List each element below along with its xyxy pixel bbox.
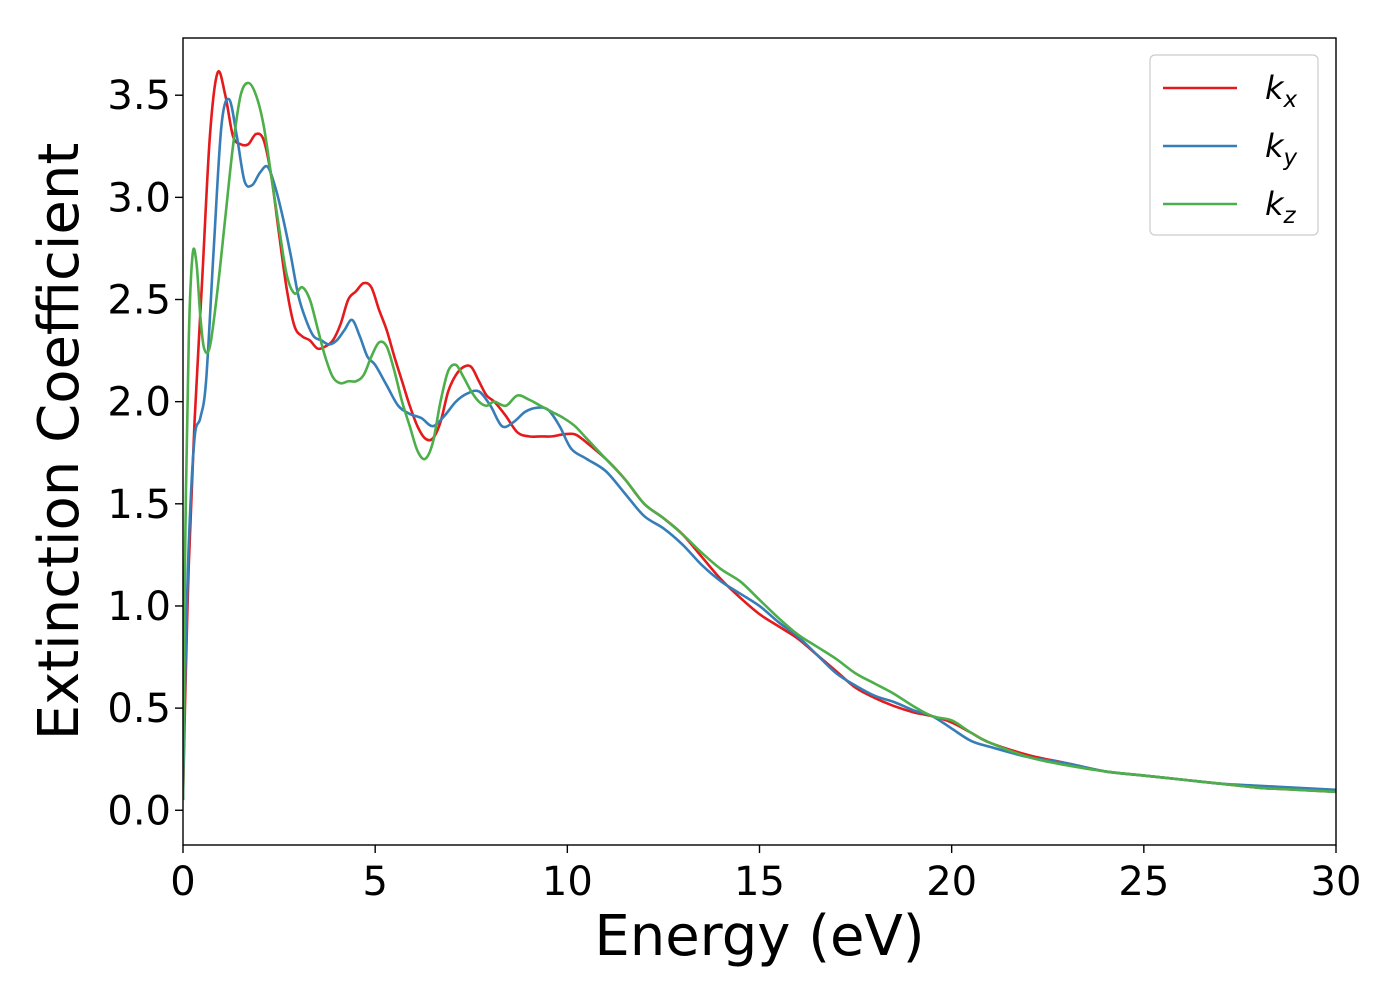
series-line-z [183, 81, 1336, 801]
y-tick-label: 3.5 [107, 73, 171, 119]
legend-label-x: kx [1265, 69, 1298, 113]
y-tick-label: 3.0 [107, 175, 171, 221]
legend-label-z: kz [1265, 185, 1297, 229]
x-axis-title: Energy (eV) [594, 904, 924, 969]
legend-label-y: ky [1265, 127, 1298, 171]
x-tick-label: 5 [362, 859, 387, 905]
x-tick-label: 20 [926, 859, 977, 905]
x-tick-label: 10 [542, 859, 593, 905]
x-axis: 0 5 10 15 20 25 30 [170, 845, 1361, 905]
y-axis: 0.0 0.5 1.0 1.5 2.0 2.5 3.0 3.5 [107, 73, 183, 834]
series-line-y [183, 97, 1336, 801]
y-axis-title: Extinction Coefficient [27, 143, 92, 741]
legend: kx ky kz [1149, 54, 1319, 236]
x-tick-label: 30 [1311, 859, 1362, 905]
x-tick-label: 0 [170, 859, 195, 905]
y-tick-label: 2.0 [107, 380, 171, 426]
series-line-x [183, 70, 1336, 801]
y-tick-label: 1.0 [107, 584, 171, 630]
y-tick-label: 0.5 [107, 686, 171, 732]
plot-lines [183, 70, 1336, 801]
x-tick-label: 25 [1118, 859, 1169, 905]
y-tick-label: 0.0 [107, 788, 171, 834]
y-tick-label: 2.5 [107, 278, 171, 324]
y-tick-label: 1.5 [107, 482, 171, 528]
x-tick-label: 15 [734, 859, 785, 905]
